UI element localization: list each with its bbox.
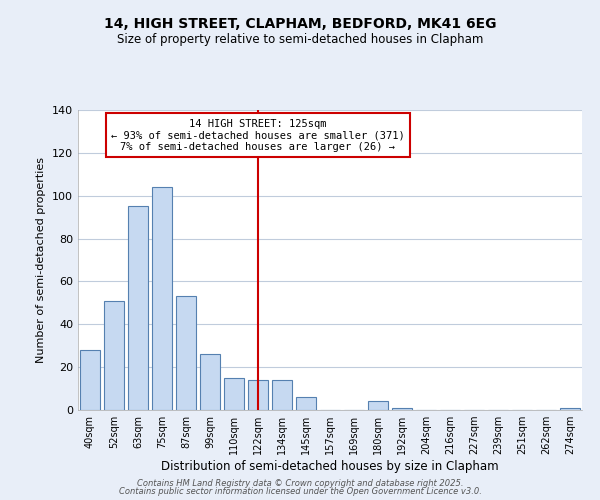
Bar [392,408,412,410]
Bar [200,354,220,410]
Text: Contains public sector information licensed under the Open Government Licence v3: Contains public sector information licen… [119,487,481,496]
X-axis label: Distribution of semi-detached houses by size in Clapham: Distribution of semi-detached houses by … [161,460,499,473]
Y-axis label: Number of semi-detached properties: Number of semi-detached properties [37,157,46,363]
Bar [272,380,292,410]
Bar [128,206,148,410]
Text: 14, HIGH STREET, CLAPHAM, BEDFORD, MK41 6EG: 14, HIGH STREET, CLAPHAM, BEDFORD, MK41 … [104,18,496,32]
Bar [368,402,388,410]
Bar [152,187,172,410]
Bar [104,300,124,410]
Bar [80,350,100,410]
Text: 14 HIGH STREET: 125sqm
← 93% of semi-detached houses are smaller (371)
7% of sem: 14 HIGH STREET: 125sqm ← 93% of semi-det… [111,118,405,152]
Bar [560,408,580,410]
Bar [224,378,244,410]
Bar [248,380,268,410]
Bar [296,397,316,410]
Text: Contains HM Land Registry data © Crown copyright and database right 2025.: Contains HM Land Registry data © Crown c… [137,478,463,488]
Text: Size of property relative to semi-detached houses in Clapham: Size of property relative to semi-detach… [117,32,483,46]
Bar [176,296,196,410]
